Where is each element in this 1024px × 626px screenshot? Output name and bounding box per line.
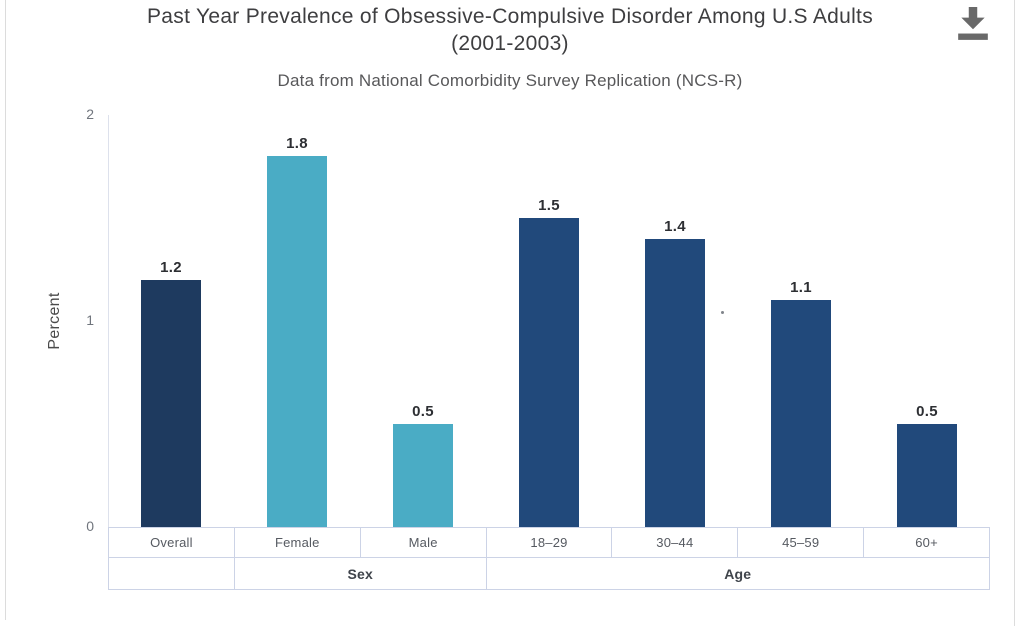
download-button[interactable]: [948, 2, 998, 46]
bar-60: [897, 424, 957, 527]
x-category-30-44: 30–44: [612, 528, 739, 558]
bar-value-label: 1.2: [160, 259, 182, 276]
bar-value-label: 1.5: [538, 197, 560, 214]
y-axis-line: [108, 115, 109, 527]
bar-value-label: 1.1: [790, 279, 812, 296]
x-category-male: Male: [360, 528, 487, 558]
card-left-edge: [5, 0, 6, 620]
bar-female: [267, 156, 327, 527]
x-group-empty: [109, 558, 235, 590]
y-tick-1: 1: [86, 312, 94, 328]
y-tick-2: 2: [86, 106, 94, 122]
y-tick-0: 0: [86, 518, 94, 534]
bar-male: [393, 424, 453, 527]
bar-value-label: 0.5: [916, 403, 938, 420]
chart-subtitle: Data from National Comorbidity Survey Re…: [277, 71, 743, 90]
artifact-dot: [721, 311, 724, 314]
x-category-45-59: 45–59: [738, 528, 865, 558]
card-right-edge: [1014, 0, 1015, 626]
bar-18-29: [519, 218, 579, 527]
x-category-18-29: 18–29: [486, 528, 613, 558]
plot-area: 1.2 1.8 0.5 1.5 1.4 1.1 0.5: [108, 115, 990, 527]
bar-value-label: 1.8: [286, 135, 308, 152]
x-category-overall: Overall: [109, 528, 235, 558]
x-category-female: Female: [234, 528, 361, 558]
chart-title-line1: Past Year Prevalence of Obsessive-Compul…: [146, 5, 873, 28]
download-icon: [958, 7, 988, 40]
bar-30-44: [645, 239, 705, 527]
chart-title-line2: (2001-2003): [451, 32, 569, 55]
bar-value-label: 1.4: [664, 218, 686, 235]
bar-value-label: 0.5: [412, 403, 434, 420]
bar-45-59: [771, 300, 831, 527]
x-category-60: 60+: [864, 528, 990, 558]
x-axis-table: Overall Female Male 18–29 30–44 45–59 60+ Sex Ag…: [108, 527, 990, 590]
x-group-age: Age: [486, 558, 990, 590]
bar-overall: [141, 280, 201, 527]
x-group-sex: Sex: [234, 558, 487, 590]
